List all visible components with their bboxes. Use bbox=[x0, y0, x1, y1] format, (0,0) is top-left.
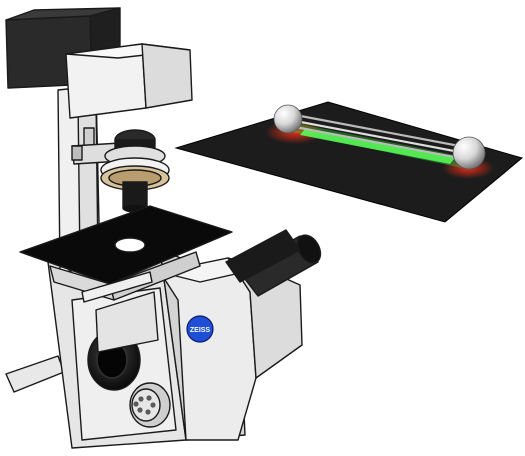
optical-trap-bead-icon bbox=[273, 104, 303, 134]
blue-brand-badge-icon: ZEISS bbox=[186, 315, 214, 343]
focus-knob bbox=[129, 382, 171, 428]
stage-inset-panel bbox=[174, 101, 524, 223]
green-fluorescent-core bbox=[300, 129, 455, 164]
slide-rail bbox=[81, 271, 153, 303]
tether-strands bbox=[288, 112, 472, 162]
base-foot bbox=[5, 355, 65, 393]
slide-rail-lower bbox=[95, 291, 159, 353]
lamp-housing-side bbox=[141, 43, 193, 109]
inverted-microscope: ZEISS bbox=[5, 7, 322, 449]
stage-aperture bbox=[114, 237, 146, 253]
badge-text: ZEISS bbox=[190, 327, 211, 334]
objective-lens-icon bbox=[100, 129, 170, 213]
eyepiece-tube-icon bbox=[225, 229, 322, 297]
condenser-knob bbox=[71, 145, 83, 161]
optical-trap-bead-icon bbox=[452, 136, 486, 170]
